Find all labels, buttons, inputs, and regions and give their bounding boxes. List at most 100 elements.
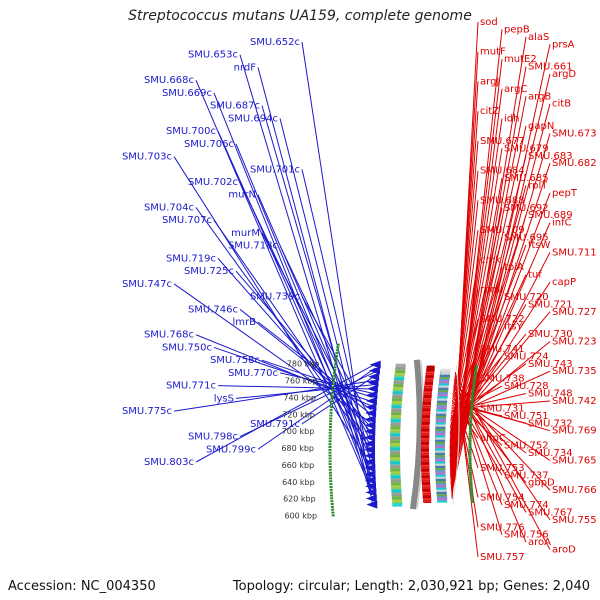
- right-gene-label[interactable]: SMU.756: [504, 530, 549, 541]
- left-gene-label[interactable]: SMU.701c: [250, 164, 300, 175]
- left-gene-label[interactable]: SMU.725c: [184, 266, 234, 277]
- right-gene-label[interactable]: SMU.679: [504, 143, 549, 154]
- right-gene-label[interactable]: tpiA: [504, 262, 524, 273]
- right-gene-label[interactable]: SMU.732: [528, 418, 573, 429]
- right-gene-label[interactable]: SMU.769: [552, 426, 597, 437]
- right-gene-label[interactable]: SMU.748: [528, 389, 573, 400]
- right-gene-label[interactable]: aroD: [552, 545, 576, 556]
- right-gene-label[interactable]: SMU.709: [480, 225, 525, 236]
- left-gene-label[interactable]: SMU.652c: [250, 37, 300, 48]
- right-gene-label[interactable]: SMU.752: [504, 441, 549, 452]
- right-gene-label[interactable]: SMU.774: [504, 500, 549, 511]
- right-gene-label[interactable]: SMU.695: [504, 232, 549, 243]
- right-gene-label[interactable]: SMU.728: [504, 381, 549, 392]
- right-gene-label[interactable]: SMU.742: [552, 396, 597, 407]
- left-gene-label[interactable]: SMU.707c: [162, 215, 212, 226]
- right-gene-label[interactable]: aroA: [528, 537, 551, 548]
- right-gene-label[interactable]: citZ: [480, 106, 499, 117]
- left-gene-label[interactable]: SMU.700c: [166, 126, 216, 137]
- right-gene-label[interactable]: argD: [552, 69, 576, 80]
- left-gene-label[interactable]: SMU.718c: [228, 241, 278, 252]
- right-gene-label[interactable]: gbpD: [528, 478, 555, 489]
- left-gene-label[interactable]: lmrB: [233, 317, 257, 328]
- right-gene-label[interactable]: pepB: [504, 24, 530, 35]
- right-gene-label[interactable]: ftsY: [504, 322, 523, 333]
- left-gene-label[interactable]: SMU.719c: [166, 253, 216, 264]
- left-gene-label[interactable]: murN: [228, 190, 256, 201]
- right-gene-label[interactable]: gapN: [528, 121, 554, 132]
- left-gene-label[interactable]: SMU.746c: [188, 304, 238, 315]
- right-gene-label[interactable]: mutF: [480, 47, 506, 58]
- right-gene-label[interactable]: SMU.731: [480, 403, 525, 414]
- right-gene-label[interactable]: alaS: [528, 32, 549, 43]
- right-gene-label[interactable]: SMU.735: [552, 366, 597, 377]
- right-gene-label[interactable]: rpmI: [480, 285, 503, 296]
- left-gene-label[interactable]: SMU.799c: [206, 444, 256, 455]
- left-gene-label[interactable]: SMU.704c: [144, 202, 194, 213]
- left-gene-label[interactable]: SMU.706c: [184, 139, 234, 150]
- right-gene-label[interactable]: pepT: [552, 188, 578, 199]
- right-gene-label[interactable]: SMU.737: [504, 470, 549, 481]
- right-gene-label[interactable]: SMU.684: [480, 166, 525, 177]
- left-gene-label[interactable]: SMU.768c: [144, 330, 194, 341]
- right-gene-label[interactable]: ftsW: [528, 240, 550, 251]
- right-gene-label[interactable]: SMU.730: [528, 329, 573, 340]
- right-gene-label[interactable]: SMU.751: [504, 411, 549, 422]
- right-gene-label[interactable]: SMU.721: [528, 299, 573, 310]
- right-gene-label[interactable]: SMU.757: [480, 552, 525, 563]
- right-gene-label[interactable]: ahpC: [480, 433, 506, 444]
- right-gene-label[interactable]: SMU.720: [504, 292, 549, 303]
- right-gene-label[interactable]: cmk: [480, 255, 501, 266]
- left-gene-label[interactable]: SMU.791c: [250, 419, 300, 430]
- right-gene-label[interactable]: SMU.743: [528, 359, 573, 370]
- right-gene-label[interactable]: SMU.661: [528, 62, 573, 73]
- left-gene-label[interactable]: SMU.775c: [122, 406, 172, 417]
- right-gene-label[interactable]: argJ: [480, 76, 499, 87]
- right-gene-label[interactable]: infC: [552, 218, 572, 229]
- right-gene-label[interactable]: SMU.723: [552, 337, 597, 348]
- left-gene-label[interactable]: murM: [231, 228, 260, 239]
- right-gene-label[interactable]: SMU.682: [552, 158, 597, 169]
- left-gene-label[interactable]: SMU.747c: [122, 279, 172, 290]
- right-gene-label[interactable]: SMU.722: [480, 314, 525, 325]
- right-gene-label[interactable]: rplT: [528, 180, 548, 191]
- right-gene-label[interactable]: SMU.765: [552, 455, 597, 466]
- right-gene-label[interactable]: SMU.767: [528, 507, 573, 518]
- right-gene-label[interactable]: SMU.688: [480, 195, 525, 206]
- right-gene-label[interactable]: argC: [504, 84, 527, 95]
- right-gene-label[interactable]: SMU.755: [552, 515, 597, 526]
- left-gene-label[interactable]: lysS: [214, 393, 234, 404]
- right-gene-label[interactable]: SMU.738: [480, 374, 525, 385]
- right-gene-label[interactable]: SMU.677: [480, 136, 525, 147]
- right-gene-label[interactable]: SMU.754: [480, 493, 525, 504]
- right-gene-label[interactable]: SMU.727: [552, 307, 597, 318]
- right-gene-label[interactable]: SMU.685: [504, 173, 549, 184]
- left-gene-label[interactable]: SMU.694c: [228, 113, 278, 124]
- right-gene-label[interactable]: mutE2: [504, 54, 537, 65]
- right-gene-label[interactable]: idh: [504, 114, 519, 125]
- right-gene-label[interactable]: SMU.711: [552, 247, 597, 258]
- left-gene-label[interactable]: SMU.803c: [144, 457, 194, 468]
- right-gene-label[interactable]: sod: [480, 17, 498, 28]
- left-gene-label[interactable]: SMU.798c: [188, 432, 238, 443]
- right-gene-label[interactable]: SMU.753: [480, 463, 525, 474]
- left-gene-label[interactable]: SMU.758c: [210, 355, 260, 366]
- right-gene-label[interactable]: SMU.673: [552, 128, 597, 139]
- left-gene-label[interactable]: SMU.653c: [188, 50, 238, 61]
- left-gene-label[interactable]: SMU.702c: [188, 177, 238, 188]
- left-gene-label[interactable]: SMU.703c: [122, 152, 172, 163]
- right-gene-label[interactable]: SMU.741: [480, 344, 525, 355]
- left-gene-label[interactable]: nrdF: [234, 62, 257, 73]
- left-gene-label[interactable]: SMU.687c: [210, 101, 260, 112]
- right-gene-label[interactable]: capP: [552, 277, 576, 288]
- right-gene-label[interactable]: tuf: [528, 270, 542, 281]
- left-gene-label[interactable]: SMU.750c: [162, 342, 212, 353]
- right-gene-label[interactable]: SMU.683: [528, 151, 573, 162]
- right-gene-label[interactable]: SMU.776: [480, 522, 525, 533]
- right-gene-label[interactable]: prsA: [552, 39, 575, 50]
- right-gene-label[interactable]: argB: [528, 91, 551, 102]
- left-gene-label[interactable]: SMU.739c: [250, 292, 300, 303]
- right-gene-label[interactable]: citB: [552, 99, 571, 110]
- left-gene-label[interactable]: SMU.669c: [162, 88, 212, 99]
- right-gene-label[interactable]: SMU.689: [528, 210, 573, 221]
